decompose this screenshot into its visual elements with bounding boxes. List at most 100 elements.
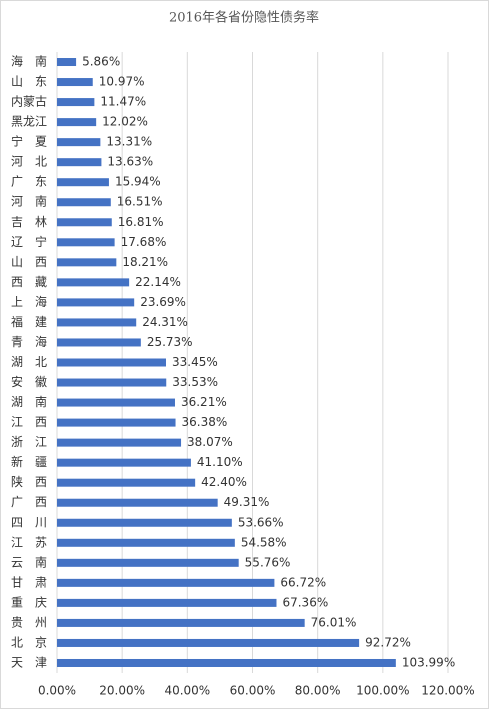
- y-tick-label: 湖 北: [11, 354, 47, 369]
- chart-title: 2016年各省份隐性债务率: [169, 10, 319, 26]
- bar: [57, 278, 130, 287]
- bar: [57, 178, 109, 187]
- x-tick-label: 120.00%: [421, 684, 474, 698]
- bar: [57, 598, 277, 607]
- y-tick-label: 山 西: [11, 255, 47, 269]
- value-label: 92.72%: [365, 635, 411, 649]
- y-tick-label: 贵 州: [11, 615, 47, 629]
- bar: [57, 538, 235, 547]
- bar: [57, 478, 196, 487]
- y-tick-label: 陕 西: [11, 474, 47, 489]
- y-tick-label: 宁 夏: [11, 134, 47, 149]
- value-label: 53.66%: [238, 515, 284, 529]
- bar: [57, 258, 117, 267]
- y-tick-label: 云 南: [11, 554, 47, 569]
- bar: [57, 118, 97, 127]
- bar: [57, 658, 396, 667]
- value-label: 33.45%: [172, 355, 218, 369]
- y-tick-label: 甘 肃: [11, 575, 47, 589]
- y-tick-label: 吉 林: [11, 215, 47, 229]
- y-tick-label: 辽 宁: [11, 234, 47, 249]
- value-label: 33.53%: [172, 375, 218, 389]
- bar: [57, 638, 360, 647]
- y-tick-label: 广 东: [11, 175, 47, 189]
- y-tick-label: 海 南: [11, 54, 47, 69]
- y-tick-label: 福 建: [11, 314, 47, 329]
- bar: [57, 358, 166, 367]
- value-label: 22.14%: [135, 275, 181, 289]
- value-label: 36.21%: [181, 395, 227, 409]
- value-label: 76.01%: [311, 615, 357, 629]
- bar: [57, 398, 175, 407]
- bar: [57, 98, 95, 107]
- bar: [57, 238, 115, 247]
- y-tick-label: 浙 江: [11, 435, 47, 449]
- value-label: 54.58%: [241, 535, 287, 549]
- value-label: 15.94%: [115, 175, 161, 189]
- bar: [57, 438, 182, 447]
- y-tick-label: 江 西: [11, 415, 47, 429]
- bar: [57, 518, 232, 527]
- y-tick-label: 新 疆: [11, 454, 47, 469]
- y-tick-label: 四 川: [11, 515, 47, 529]
- x-tick-label: 80.00%: [295, 684, 341, 698]
- y-tick-label: 黑龙江: [11, 115, 47, 129]
- bar: [57, 318, 137, 327]
- bar: [57, 138, 101, 147]
- value-label: 23.69%: [140, 295, 186, 309]
- y-tick-label: 广 西: [11, 495, 47, 509]
- y-tick-label: 上 海: [11, 294, 47, 309]
- value-label: 103.99%: [402, 655, 455, 669]
- value-label: 25.73%: [147, 335, 193, 349]
- bar: [57, 218, 112, 227]
- value-label: 17.68%: [121, 235, 167, 249]
- x-tick-label: 60.00%: [230, 684, 276, 698]
- x-tick-label: 100.00%: [356, 684, 409, 698]
- value-label: 13.31%: [106, 135, 152, 149]
- y-tick-label: 河 南: [11, 194, 47, 209]
- bar: [57, 498, 218, 507]
- bar: [57, 418, 176, 427]
- y-tick-label: 安 徽: [11, 374, 47, 389]
- bar: [57, 338, 141, 347]
- value-label: 13.63%: [107, 155, 153, 169]
- y-tick-label: 湖 南: [11, 394, 47, 409]
- value-label: 67.36%: [282, 595, 328, 609]
- y-tick-label: 内蒙古: [11, 94, 47, 109]
- value-label: 11.47%: [100, 95, 146, 109]
- value-label: 36.38%: [182, 415, 228, 429]
- bar: [57, 198, 111, 207]
- bar: [57, 78, 93, 87]
- y-tick-label: 山 东: [11, 75, 47, 89]
- bar: [57, 158, 102, 167]
- y-tick-label: 青 海: [11, 334, 47, 349]
- y-tick-label: 天 津: [11, 655, 47, 669]
- x-tick-label: 0.00%: [38, 684, 76, 698]
- y-tick-label: 河 北: [11, 155, 47, 169]
- bar: [57, 378, 167, 387]
- value-label: 16.51%: [117, 195, 163, 209]
- value-label: 12.02%: [102, 115, 148, 129]
- x-tick-label: 20.00%: [99, 684, 145, 698]
- value-label: 5.86%: [82, 55, 120, 69]
- bar: [57, 58, 77, 67]
- bar: [57, 578, 275, 587]
- value-label: 49.31%: [224, 495, 270, 509]
- value-label: 10.97%: [99, 75, 145, 89]
- y-tick-label: 西 藏: [11, 275, 47, 289]
- value-label: 16.81%: [118, 215, 164, 229]
- y-tick-label: 重 庆: [11, 595, 47, 609]
- value-label: 24.31%: [142, 315, 188, 329]
- x-tick-label: 40.00%: [164, 684, 210, 698]
- bar: [57, 298, 135, 307]
- value-label: 55.76%: [245, 555, 291, 569]
- bar: [57, 618, 305, 627]
- value-label: 41.10%: [197, 455, 243, 469]
- y-tick-label: 北 京: [11, 635, 47, 649]
- bar: [57, 558, 239, 567]
- value-label: 18.21%: [122, 255, 168, 269]
- bar: [57, 458, 191, 467]
- y-tick-label: 江 苏: [11, 535, 47, 549]
